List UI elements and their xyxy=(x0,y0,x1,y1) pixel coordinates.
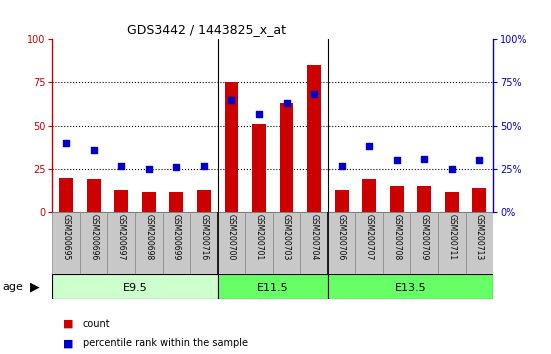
Text: E11.5: E11.5 xyxy=(257,283,289,293)
FancyBboxPatch shape xyxy=(466,212,493,274)
Bar xyxy=(225,82,238,212)
FancyBboxPatch shape xyxy=(355,212,383,274)
Point xyxy=(365,144,374,149)
Text: GSM200711: GSM200711 xyxy=(447,214,456,261)
Point xyxy=(337,163,346,169)
Text: GSM200716: GSM200716 xyxy=(199,214,208,261)
Bar xyxy=(307,65,321,212)
FancyBboxPatch shape xyxy=(383,212,410,274)
Point xyxy=(310,92,318,97)
Text: GSM200699: GSM200699 xyxy=(172,214,181,261)
Bar xyxy=(279,103,293,212)
Text: GSM200708: GSM200708 xyxy=(392,214,401,261)
Text: GSM200704: GSM200704 xyxy=(310,214,318,261)
Bar xyxy=(252,124,266,212)
FancyBboxPatch shape xyxy=(218,212,245,274)
Bar xyxy=(60,178,73,212)
Text: E13.5: E13.5 xyxy=(395,283,426,293)
Bar xyxy=(363,179,376,212)
FancyBboxPatch shape xyxy=(52,274,218,299)
Text: GSM200696: GSM200696 xyxy=(89,214,98,261)
FancyBboxPatch shape xyxy=(218,274,328,299)
Text: GSM200701: GSM200701 xyxy=(255,214,263,261)
FancyBboxPatch shape xyxy=(135,212,163,274)
Bar xyxy=(418,186,431,212)
FancyBboxPatch shape xyxy=(80,212,107,274)
Point xyxy=(255,111,263,116)
Text: ▶: ▶ xyxy=(30,280,40,293)
FancyBboxPatch shape xyxy=(410,212,438,274)
Point xyxy=(62,140,71,146)
Text: GDS3442 / 1443825_x_at: GDS3442 / 1443825_x_at xyxy=(127,23,286,36)
Point xyxy=(144,166,153,172)
FancyBboxPatch shape xyxy=(163,212,190,274)
Text: GSM200707: GSM200707 xyxy=(365,214,374,261)
FancyBboxPatch shape xyxy=(328,212,355,274)
FancyBboxPatch shape xyxy=(190,212,218,274)
FancyBboxPatch shape xyxy=(245,212,273,274)
Bar xyxy=(142,192,155,212)
Text: ■: ■ xyxy=(63,338,74,348)
Point xyxy=(172,165,181,170)
Text: GSM200700: GSM200700 xyxy=(227,214,236,261)
Bar xyxy=(87,179,100,212)
Text: ■: ■ xyxy=(63,319,74,329)
Text: percentile rank within the sample: percentile rank within the sample xyxy=(83,338,247,348)
Bar xyxy=(390,186,403,212)
Bar xyxy=(170,192,183,212)
Text: GSM200697: GSM200697 xyxy=(117,214,126,261)
Text: GSM200695: GSM200695 xyxy=(62,214,71,261)
Text: GSM200698: GSM200698 xyxy=(144,214,153,261)
FancyBboxPatch shape xyxy=(328,274,493,299)
Text: GSM200713: GSM200713 xyxy=(475,214,484,261)
Text: GSM200709: GSM200709 xyxy=(420,214,429,261)
Bar xyxy=(445,192,458,212)
Point xyxy=(117,163,126,169)
Text: age: age xyxy=(3,282,24,292)
Bar xyxy=(197,190,210,212)
Point xyxy=(447,166,456,172)
Text: count: count xyxy=(83,319,110,329)
Bar xyxy=(472,188,486,212)
Point xyxy=(475,158,484,163)
Point xyxy=(227,97,236,103)
FancyBboxPatch shape xyxy=(107,212,135,274)
Bar xyxy=(115,190,128,212)
Point xyxy=(420,156,429,161)
FancyBboxPatch shape xyxy=(273,212,300,274)
Point xyxy=(89,147,98,153)
Point xyxy=(199,163,208,169)
Point xyxy=(282,100,291,106)
FancyBboxPatch shape xyxy=(300,212,328,274)
FancyBboxPatch shape xyxy=(438,212,466,274)
Point xyxy=(392,158,401,163)
Text: GSM200706: GSM200706 xyxy=(337,214,346,261)
FancyBboxPatch shape xyxy=(52,212,80,274)
Bar xyxy=(334,190,348,212)
Text: E9.5: E9.5 xyxy=(123,283,147,293)
Text: GSM200703: GSM200703 xyxy=(282,214,291,261)
